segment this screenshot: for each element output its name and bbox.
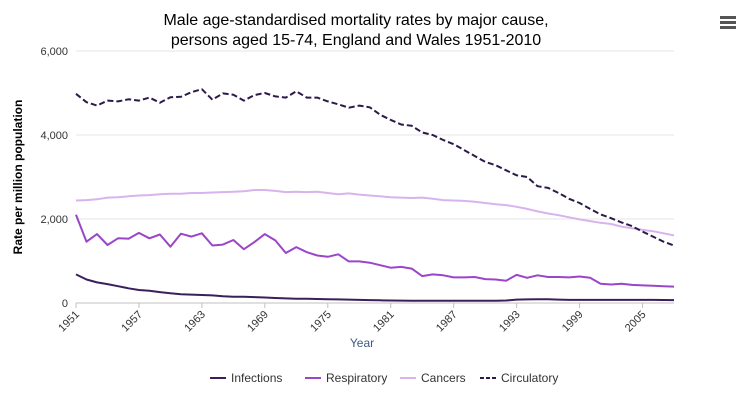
series-line-circulatory	[75, 88, 675, 247]
x-axis-ticks: 1951 1957 1963 1969 1975 1981 1987 1993 1999 2005	[56, 303, 649, 335]
series-line-respiratory	[75, 214, 675, 288]
x-axis-label: Year	[350, 336, 374, 350]
y-tick-label: 2,000	[40, 214, 68, 226]
legend-label: Respiratory	[326, 371, 387, 385]
legend-label: Infections	[231, 371, 282, 385]
hamburger-menu-icon[interactable]	[716, 12, 740, 34]
x-tick-label: 1981	[371, 309, 397, 335]
y-tick-label: 6,000	[40, 46, 68, 58]
x-tick-label: 2005	[623, 309, 649, 335]
x-tick-label: 1975	[308, 309, 334, 335]
x-tick-label: 1951	[56, 309, 82, 335]
x-tick-label: 1999	[560, 309, 586, 335]
y-axis-label: Rate per million population	[11, 100, 25, 255]
legend-label: Cancers	[421, 371, 466, 385]
legend-item-circulatory[interactable]: Circulatory	[480, 371, 558, 385]
legend-item-infections[interactable]: Infections	[210, 371, 282, 385]
series-line-infections	[75, 273, 675, 302]
gridlines	[76, 50, 674, 304]
y-tick-label: 0	[62, 298, 68, 310]
series-lines	[75, 88, 675, 302]
y-axis-ticks: 0 2,000 4,000 6,000	[40, 46, 68, 310]
legend-item-respiratory[interactable]: Respiratory	[305, 371, 387, 385]
series-line-cancers	[75, 189, 675, 237]
legend-item-cancers[interactable]: Cancers	[400, 371, 466, 385]
x-tick-label: 1969	[245, 309, 271, 335]
y-tick-label: 4,000	[40, 130, 68, 142]
chart-title-line-1: Male age-standardised mortality rates by…	[163, 12, 548, 29]
x-tick-label: 1963	[182, 309, 208, 335]
legend-label: Circulatory	[501, 371, 558, 385]
x-tick-label: 1957	[119, 309, 145, 335]
legend: Infections Respiratory Cancers Circulatory	[210, 371, 558, 385]
chart-title-line-2: persons aged 15-74, England and Wales 19…	[171, 32, 541, 49]
x-tick-label: 1993	[497, 309, 523, 335]
x-tick-label: 1987	[434, 309, 460, 335]
